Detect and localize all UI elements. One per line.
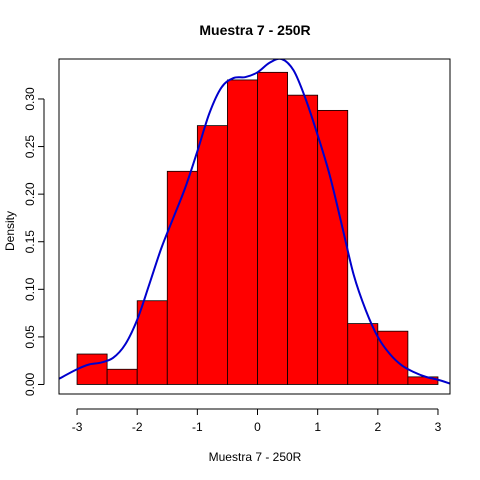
histogram-bar — [137, 301, 167, 385]
histogram-bars — [77, 72, 438, 384]
x-axis-label: Muestra 7 - 250R — [209, 450, 302, 464]
histogram-bar — [258, 72, 288, 384]
y-axis-label: Density — [3, 211, 17, 251]
x-tick-label: -3 — [72, 420, 83, 434]
y-tick-label: 0.25 — [23, 135, 37, 159]
x-tick-label: -2 — [132, 420, 143, 434]
histogram-bar — [288, 95, 318, 384]
x-tick-label: 2 — [374, 420, 381, 434]
histogram-bar — [197, 126, 227, 385]
x-tick-label: -1 — [192, 420, 203, 434]
histogram-bar — [227, 80, 257, 385]
y-tick-label: 0.10 — [23, 277, 37, 301]
histogram-bar — [107, 369, 137, 384]
y-tick-label: 0.05 — [23, 325, 37, 349]
chart-title: Muestra 7 - 250R — [199, 22, 310, 38]
histogram-bar — [348, 324, 378, 385]
x-tick-label: 0 — [254, 420, 261, 434]
y-tick-label: 0.20 — [23, 182, 37, 206]
y-tick-label: 0.00 — [23, 372, 37, 396]
histogram-bar — [77, 354, 107, 384]
x-axis: -3 -2 -1 0 1 2 3 — [72, 409, 442, 434]
y-tick-label: 0.30 — [23, 87, 37, 111]
x-tick-label: 3 — [435, 420, 442, 434]
histogram-bar — [167, 171, 197, 384]
y-axis: 0.00 0.05 0.10 0.15 0.20 0.25 0.30 — [23, 87, 44, 396]
x-tick-label: 1 — [314, 420, 321, 434]
y-tick-label: 0.15 — [23, 230, 37, 254]
